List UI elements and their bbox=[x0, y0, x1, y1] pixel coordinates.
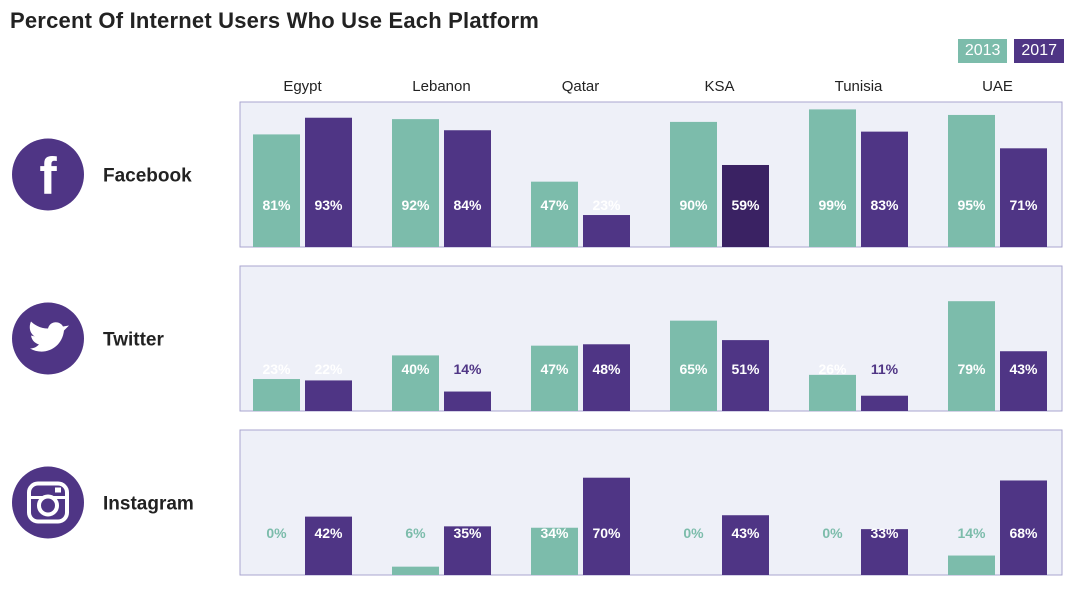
bar-2013-egypt bbox=[253, 134, 300, 247]
bar-2013-ksa bbox=[670, 320, 717, 411]
data-label: 23% bbox=[592, 197, 621, 213]
panel-facebook: Facebook f 81% 92% 47% 90% 99% 95% 93% 84% 23% 59% 8… bbox=[12, 101, 1063, 248]
icon-circle bbox=[12, 138, 84, 211]
category-label: Lebanon bbox=[412, 78, 470, 95]
data-label: 68% bbox=[1009, 525, 1038, 541]
bar-2017-tunisia bbox=[861, 529, 908, 575]
data-label: 11% bbox=[871, 361, 899, 377]
data-label: 59% bbox=[731, 197, 760, 213]
data-label: 40% bbox=[401, 361, 430, 377]
data-label: 71% bbox=[1009, 197, 1038, 213]
bar-2013-lebanon bbox=[392, 355, 439, 411]
bar-2017-lebanon bbox=[444, 130, 491, 247]
data-label: 22% bbox=[314, 361, 343, 377]
legend: 2013 2017 bbox=[957, 39, 1064, 63]
bar-2013-tunisia bbox=[809, 374, 856, 411]
facebook-icon: f bbox=[12, 138, 84, 211]
facebook-glyph: f bbox=[39, 148, 57, 206]
data-label: 90% bbox=[679, 197, 708, 213]
bar-2017-ksa bbox=[722, 515, 769, 575]
panel-background bbox=[239, 265, 1063, 412]
data-label: 47% bbox=[540, 197, 569, 213]
data-label: 51% bbox=[731, 361, 760, 377]
bird-shape bbox=[29, 321, 69, 352]
data-label: 70% bbox=[592, 525, 621, 541]
data-label: 34% bbox=[540, 525, 569, 541]
instagram-icon bbox=[12, 466, 84, 539]
bar-2013-lebanon bbox=[392, 119, 439, 247]
bar-2017-uae bbox=[1000, 351, 1047, 411]
bar-2017-qatar bbox=[583, 344, 630, 411]
chart-title: Percent Of Internet Users Who Use Each P… bbox=[10, 8, 539, 33]
bar-2017-uae bbox=[1000, 480, 1047, 575]
data-label: 33% bbox=[870, 525, 899, 541]
category-label: KSA bbox=[704, 78, 734, 95]
data-label: 84% bbox=[453, 197, 482, 213]
bar-2013-qatar bbox=[531, 345, 578, 411]
bar-2017-lebanon bbox=[444, 391, 491, 411]
data-label: 83% bbox=[870, 197, 899, 213]
bar-2013-qatar bbox=[531, 181, 578, 247]
bar-2013-ksa bbox=[670, 121, 717, 247]
data-label: 23% bbox=[262, 361, 291, 377]
bar-2013-uae bbox=[948, 301, 995, 411]
data-label: 6% bbox=[405, 525, 426, 541]
panel-background bbox=[239, 101, 1063, 248]
panel-background bbox=[239, 429, 1063, 576]
bar-2017-egypt bbox=[305, 117, 352, 247]
data-label: 0% bbox=[266, 525, 287, 541]
panel-instagram: Instagram 0% 6% 34% 0% 0% 14% 42% 35% 70% 43% 33% 68… bbox=[12, 429, 1063, 576]
bar-2013-uae bbox=[948, 555, 995, 575]
data-label: 0% bbox=[822, 525, 843, 541]
data-label: 48% bbox=[592, 361, 621, 377]
twitter-icon bbox=[12, 302, 84, 375]
bar-2013-uae bbox=[948, 114, 995, 247]
camera-body bbox=[27, 481, 69, 524]
bar-2017-egypt bbox=[305, 516, 352, 575]
platform-label: Facebook bbox=[103, 166, 192, 187]
data-label: 65% bbox=[679, 361, 708, 377]
data-label: 95% bbox=[957, 197, 986, 213]
bar-2013-tunisia bbox=[809, 109, 856, 247]
bar-2017-qatar bbox=[583, 215, 630, 247]
data-label: 93% bbox=[314, 197, 343, 213]
data-label: 92% bbox=[401, 197, 430, 213]
camera-flash bbox=[55, 487, 61, 493]
category-label: Tunisia bbox=[835, 78, 883, 95]
bar-2017-tunisia bbox=[861, 131, 908, 247]
bar-2017-uae bbox=[1000, 148, 1047, 247]
legend-item-2017: 2017 bbox=[1014, 39, 1064, 63]
bar-2017-tunisia bbox=[861, 395, 908, 411]
data-label: 79% bbox=[957, 361, 986, 377]
bar-2017-lebanon bbox=[444, 526, 491, 575]
platform-label: Twitter bbox=[103, 330, 164, 351]
data-label: 35% bbox=[453, 525, 482, 541]
panel-twitter: Twitter 23% 40% 47% 65% 26% 79% 22% 14% 48% 51% 11%… bbox=[12, 265, 1063, 412]
data-label: 14% bbox=[453, 361, 482, 377]
bar-2013-qatar bbox=[531, 527, 578, 575]
data-label: 99% bbox=[818, 197, 847, 213]
bar-2017-ksa bbox=[722, 340, 769, 411]
bar-2017-qatar bbox=[583, 477, 630, 575]
platform-label: Instagram bbox=[103, 494, 194, 515]
category-label: Qatar bbox=[562, 78, 600, 95]
data-label: 14% bbox=[957, 525, 986, 541]
data-label: 47% bbox=[540, 361, 569, 377]
data-label: 43% bbox=[1009, 361, 1038, 377]
bar-2013-lebanon bbox=[392, 566, 439, 575]
category-label: UAE bbox=[982, 78, 1013, 95]
bar-2017-ksa bbox=[722, 164, 769, 247]
camera-lens bbox=[37, 494, 59, 517]
bar-2013-egypt bbox=[253, 379, 300, 411]
bar-2017-egypt bbox=[305, 380, 352, 411]
data-label: 42% bbox=[314, 525, 343, 541]
data-label: 26% bbox=[818, 361, 847, 377]
data-label: 81% bbox=[262, 197, 291, 213]
category-label: Egypt bbox=[283, 78, 322, 95]
data-label: 43% bbox=[731, 525, 760, 541]
data-label: 0% bbox=[683, 525, 704, 541]
legend-item-2013: 2013 bbox=[957, 39, 1008, 63]
